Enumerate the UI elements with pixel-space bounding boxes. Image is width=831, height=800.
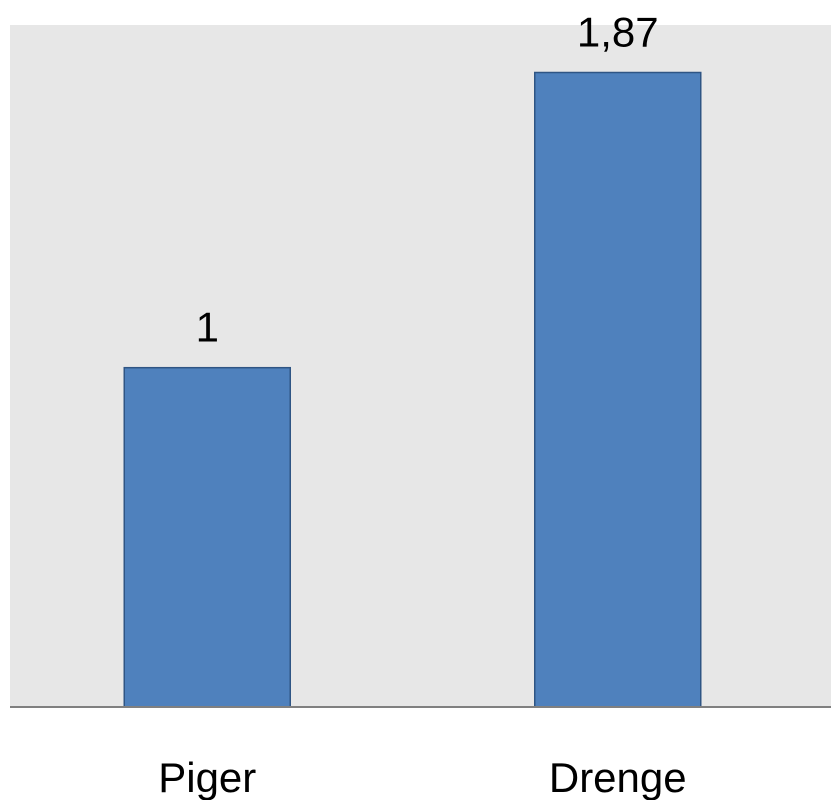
category-label: Piger — [158, 754, 256, 800]
category-label: Drenge — [549, 754, 687, 800]
bar-value-label: 1 — [196, 304, 219, 351]
bar-value-label: 1,87 — [577, 9, 659, 56]
category-labels-group: Piger Drenge — [158, 754, 686, 800]
bar-piger — [123, 366, 291, 708]
bars-group — [123, 71, 702, 708]
bar-drenge — [534, 71, 702, 708]
value-labels-group: 11,87 — [196, 9, 659, 351]
